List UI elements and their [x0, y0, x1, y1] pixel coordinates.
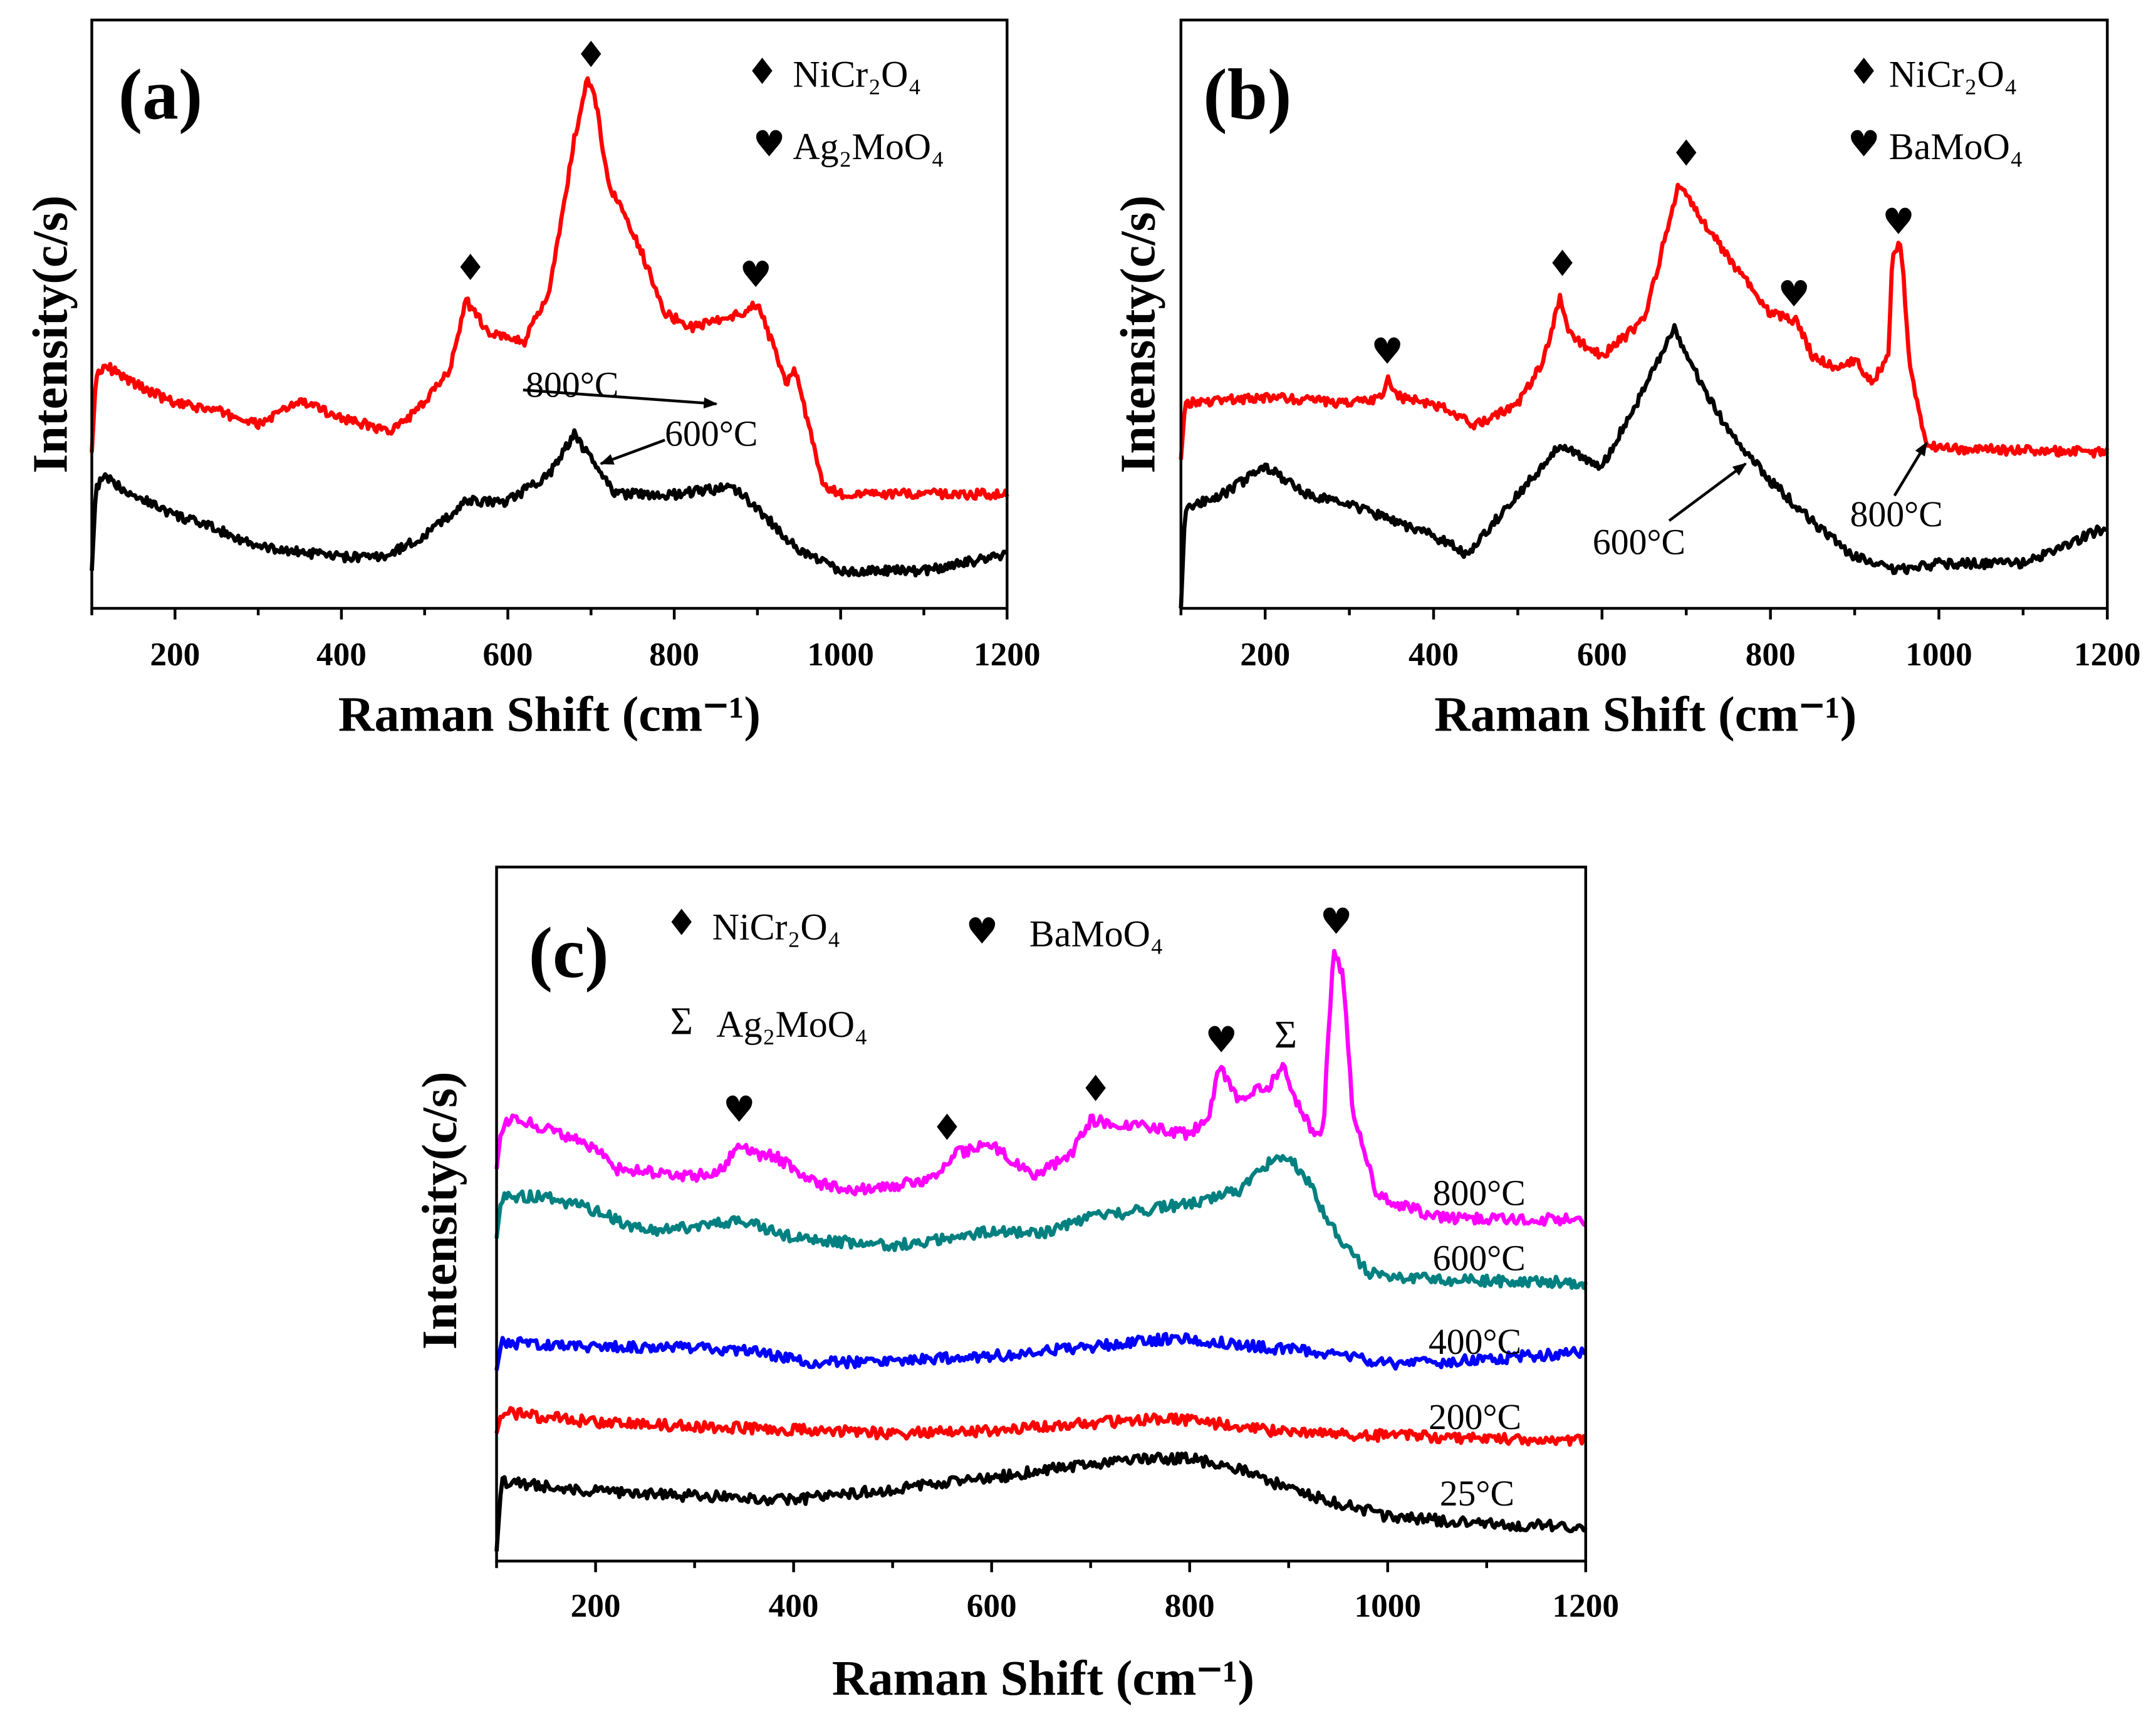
temperature-label: 600°C [1433, 1239, 1526, 1279]
x-tick-label: 200 [1240, 636, 1290, 673]
x-tick-label: 400 [1409, 636, 1459, 673]
annotation-arrow [599, 439, 665, 465]
x-tick-label: 1000 [1354, 1588, 1421, 1625]
sigma-icon: Σ [670, 1000, 693, 1043]
x-axis-title: Raman Shift (cm⁻¹) [1434, 687, 1857, 742]
temperature-label: 800°C [1850, 495, 1943, 534]
x-tick-label: 800 [649, 636, 699, 673]
series-line-800c [1179, 182, 2110, 460]
x-tick-label: 1000 [807, 636, 874, 673]
x-tick-label: 200 [150, 636, 200, 673]
x-tick-label: 200 [571, 1588, 621, 1625]
legend-label: Ag₂MoO₄ [716, 1004, 868, 1045]
diamond-icon: ♦ [746, 50, 779, 93]
x-tick-label: 600 [967, 1588, 1017, 1625]
series-line-25c [494, 1451, 1588, 1552]
plot-frame [1179, 18, 2109, 610]
series-line-600c [1179, 323, 2108, 609]
temperature-label: 400°C [1429, 1323, 1521, 1362]
peak-marker-diamond-icon: ♦ [1546, 242, 1579, 284]
legend-label: Ag₂MoO₄ [793, 126, 944, 167]
y-axis-title: Intensity(c/s) [412, 1071, 467, 1349]
y-axis-title: Intensity(c/s) [1111, 195, 1166, 474]
panel-label: (c) [529, 912, 609, 992]
peak-marker-sigma-icon: Σ [1274, 1014, 1297, 1056]
series-line-600c [90, 428, 1009, 578]
x-tick-label: 1000 [1905, 636, 1972, 673]
annotation-arrow [1893, 441, 1928, 497]
x-tick-label: 600 [483, 636, 533, 673]
temperature-label: 600°C [665, 414, 758, 454]
legend-label: NiCr₂O₄ [1889, 54, 2018, 95]
peak-marker-heart-icon: ♥ [723, 1088, 756, 1131]
series-line-800c [494, 949, 1587, 1228]
peak-marker-diamond-icon: ♦ [1670, 132, 1702, 175]
plot-frame [495, 865, 1588, 1563]
peak-marker-diamond-icon: ♦ [931, 1106, 964, 1148]
plot-frame [90, 18, 1009, 610]
legend-label: BaMoO₄ [1889, 126, 2023, 167]
temperature-label: 200°C [1429, 1398, 1521, 1437]
panel-c: 200 400 600 800 1000 1200 Raman Shift (cm⁻¹) In… [412, 865, 1620, 1706]
diamond-icon: ♦ [1848, 50, 1880, 93]
annotation-arrow [1668, 462, 1747, 522]
x-tick-label: 1200 [1553, 1588, 1620, 1625]
heart-icon: ♥ [753, 123, 786, 165]
temperature-label: 800°C [526, 366, 618, 405]
heart-icon: ♥ [1848, 123, 1880, 165]
x-tick-label: 400 [316, 636, 367, 673]
peak-marker-diamond-icon: ♦ [1080, 1067, 1112, 1110]
panel-label: (a) [118, 55, 203, 135]
temperature-label: 25°C [1440, 1474, 1514, 1514]
x-tick-label: 800 [1165, 1588, 1215, 1625]
panel-label: (b) [1203, 55, 1291, 135]
annotation-arrow [523, 388, 718, 409]
x-tick-label: 600 [1577, 636, 1627, 673]
series-line-400c [494, 1331, 1587, 1371]
y-axis-title: Intensity(c/s) [23, 195, 78, 474]
diamond-icon: ♦ [665, 902, 698, 944]
x-tick-label: 800 [1746, 636, 1796, 673]
x-tick-label: 400 [769, 1588, 819, 1625]
series-line-800c [90, 76, 1009, 501]
legend-label: NiCr₂O₄ [712, 906, 841, 947]
peak-marker-heart-icon: ♥ [1882, 200, 1915, 243]
panel-a: 200 400 600 800 1000 1200 Raman Shift (cm⁻¹) In… [23, 18, 1041, 742]
x-tick-label: 1200 [974, 636, 1041, 673]
x-tick-label: 1200 [2074, 636, 2141, 673]
peak-marker-heart-icon: ♥ [1205, 1019, 1237, 1061]
peak-marker-heart-icon: ♥ [1778, 273, 1810, 315]
peak-marker-heart-icon: ♥ [739, 253, 772, 296]
peak-marker-heart-icon: ♥ [1320, 900, 1353, 942]
legend-label: BaMoO₄ [1029, 913, 1164, 954]
peak-marker-heart-icon: ♥ [1371, 330, 1403, 372]
series-line-600c [494, 1153, 1588, 1291]
peak-marker-diamond-icon: ♦ [454, 246, 487, 289]
series-line-200c [494, 1406, 1587, 1447]
legend-label: NiCr₂O₄ [793, 54, 921, 95]
peak-marker-diamond-icon: ♦ [575, 33, 607, 76]
x-axis-title: Raman Shift (cm⁻¹) [338, 687, 761, 742]
heart-icon: ♥ [966, 910, 998, 952]
temperature-label: 800°C [1433, 1173, 1526, 1213]
x-axis-title: Raman Shift (cm⁻¹) [832, 1651, 1254, 1706]
temperature-label: 600°C [1593, 523, 1685, 562]
panel-b: 200 400 600 800 1000 1200 Raman Shift (cm⁻¹) In… [1111, 18, 2141, 742]
